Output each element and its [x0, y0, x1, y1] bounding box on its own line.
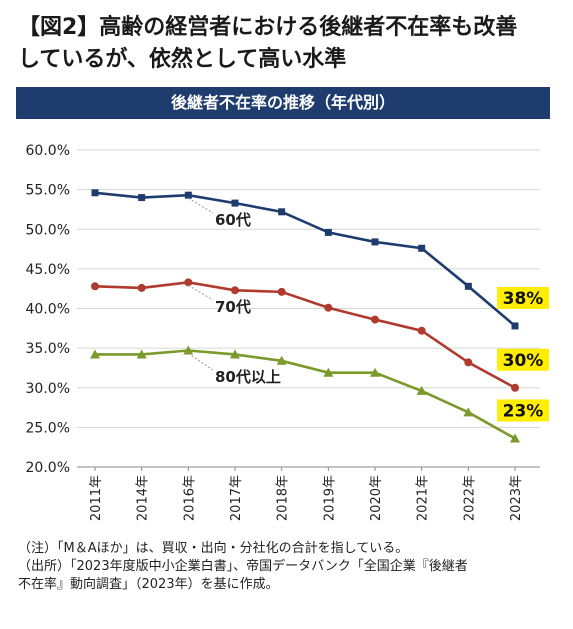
- x-tick-label: 2023年: [509, 475, 524, 521]
- data-point: [276, 355, 287, 365]
- data-point: [464, 358, 473, 367]
- data-point: [230, 349, 240, 359]
- figure-title-line-2: しているが、依然として高い水準: [18, 47, 347, 72]
- y-tick-label: 45.0%: [26, 262, 70, 278]
- data-point: [464, 282, 472, 290]
- y-tick-label: 20.0%: [26, 460, 70, 476]
- series-label-leader: [188, 353, 214, 371]
- series-label: 70代: [215, 298, 251, 316]
- data-point: [511, 383, 519, 392]
- series-3: 80代以上 23%: [90, 345, 549, 443]
- y-tick-label: 25.0%: [26, 420, 70, 436]
- data-point: [278, 208, 286, 216]
- y-tick-label: 55.0%: [26, 183, 70, 199]
- data-point: [323, 367, 334, 377]
- note-line-2: （出所）「2023年度版中小企業白書」、帝国データバンク「全国企業『後継者: [18, 559, 468, 574]
- y-tick-label: 35.0%: [26, 341, 70, 357]
- data-point: [324, 303, 333, 312]
- x-tick-label: 2022年: [462, 475, 477, 521]
- data-point: [91, 189, 99, 197]
- x-tick-label: 2017年: [229, 475, 244, 521]
- series-label-leader: [188, 197, 214, 214]
- data-point: [511, 322, 519, 330]
- data-point: [370, 367, 380, 377]
- data-point: [137, 283, 146, 292]
- end-value-label: 30%: [503, 351, 544, 371]
- end-label-highlight: [497, 286, 549, 309]
- series-line: [94, 191, 516, 327]
- data-point: [91, 282, 99, 291]
- series-label-leader: [188, 284, 214, 301]
- data-point: [136, 349, 147, 359]
- data-point: [90, 349, 100, 359]
- x-tick-label: 2019年: [322, 475, 337, 521]
- data-point: [324, 228, 332, 236]
- line-chart: 60.0% 55.0% 50.0% 45.0% 40.0% 35.0% 30.0% 25.0%…: [26, 143, 549, 521]
- y-tick-label: 40.0%: [26, 302, 70, 318]
- series-label: 60代: [215, 211, 251, 229]
- x-tick-label: 2016年: [182, 475, 197, 521]
- x-tick-label: 2014年: [136, 475, 151, 521]
- series-line: [94, 281, 516, 389]
- data-point: [417, 326, 426, 335]
- data-point: [416, 385, 427, 395]
- end-value-label: 23%: [503, 401, 544, 421]
- data-point: [510, 433, 520, 443]
- chart-title-banner: 後継者不在率の推移（年代別）: [16, 87, 550, 119]
- x-tick-label: 2011年: [89, 475, 104, 521]
- y-tick-label: 30.0%: [26, 381, 70, 397]
- data-point: [184, 278, 193, 287]
- series-line: [95, 349, 516, 440]
- x-tick-label: 2021年: [416, 475, 431, 521]
- note-line-3: 不在率』動向調査」（2023年）を基に作成。: [18, 577, 279, 592]
- data-point: [371, 315, 379, 324]
- gridlines: 60.0% 55.0% 50.0% 45.0% 40.0% 35.0% 30.0% 25.0%…: [26, 143, 540, 476]
- end-label-highlight: [497, 399, 549, 422]
- note-line-1: （注）「M＆Aほか」は、買収・出向・分社化の合計を指している。: [18, 541, 409, 556]
- data-point: [463, 407, 474, 417]
- data-point: [418, 244, 426, 252]
- data-point: [231, 286, 239, 295]
- y-tick-label: 60.0%: [26, 143, 70, 159]
- data-point: [371, 238, 379, 246]
- series-1: 60代 38%: [91, 189, 549, 330]
- data-point: [231, 199, 239, 207]
- series-2: 70代 30%: [91, 278, 549, 392]
- end-value-label: 38%: [503, 289, 544, 309]
- x-tick-label: 2020年: [369, 475, 384, 521]
- data-point: [183, 345, 194, 355]
- x-tick-label: 2018年: [276, 475, 291, 521]
- figure-title: 【図2】高齢の経営者における後継者不在率も改善 しているが、依然として高い水準: [18, 12, 563, 76]
- source-notes: （注）「M＆Aほか」は、買収・出向・分社化の合計を指している。 （出所）「202…: [18, 540, 563, 594]
- series-label: 80代以上: [215, 368, 281, 386]
- figure-title-line-1: 【図2】高齢の経営者における後継者不在率も改善: [18, 15, 518, 40]
- data-point: [277, 287, 286, 296]
- x-axis-labels: 2011年 2014年 2016年 2017年 2018年 2019年 2020年 2021年…: [89, 467, 524, 521]
- data-point: [184, 191, 192, 199]
- end-label-highlight: [497, 348, 549, 371]
- y-tick-label: 50.0%: [26, 222, 70, 238]
- data-point: [138, 194, 146, 202]
